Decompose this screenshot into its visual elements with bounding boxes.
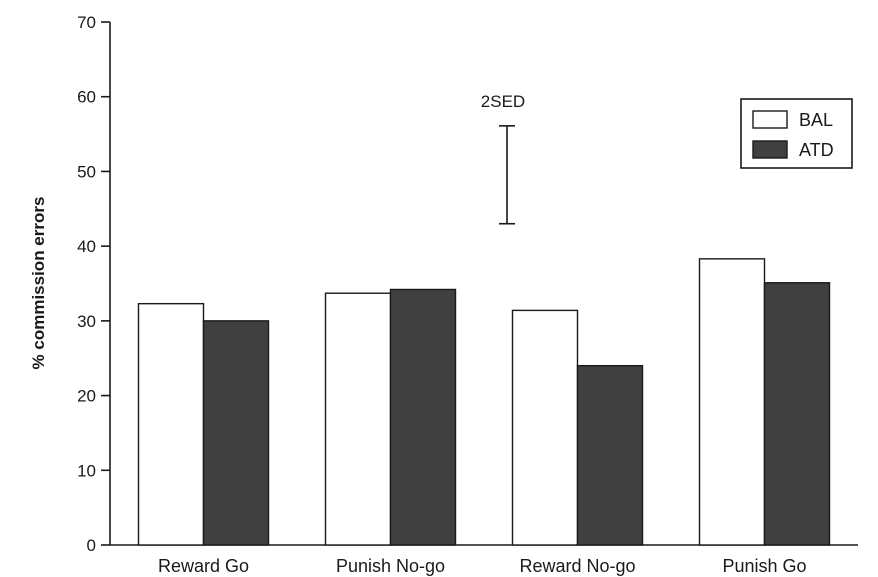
bar-bal xyxy=(698,258,766,546)
y-tick-label: 30 xyxy=(77,312,96,331)
category-label: Punish Go xyxy=(722,556,806,576)
y-axis-label: % commission errors xyxy=(29,197,48,370)
legend-swatch-bal xyxy=(752,110,788,129)
bar-bal xyxy=(137,302,205,546)
category-label: Reward No-go xyxy=(519,556,635,576)
y-tick-label: 50 xyxy=(77,162,96,181)
y-tick-label: 10 xyxy=(77,461,96,480)
y-tick-label: 40 xyxy=(77,237,96,256)
legend: BAL ATD xyxy=(740,98,853,169)
category-label: Reward Go xyxy=(158,556,249,576)
bar-atd xyxy=(202,320,270,546)
y-tick-label: 0 xyxy=(87,536,96,555)
bar-atd xyxy=(576,364,644,546)
bar-atd xyxy=(763,282,831,546)
bar-bal xyxy=(324,292,392,546)
category-labels: Reward Go Punish No-go Reward No-go Punish … xyxy=(158,556,807,576)
y-tick-label: 70 xyxy=(77,13,96,32)
y-axis: 0 10 20 30 40 50 60 70 xyxy=(77,13,111,555)
y-tick-label: 20 xyxy=(77,387,96,406)
bars xyxy=(137,258,831,546)
legend-label-bal: BAL xyxy=(799,110,833,130)
legend-label-atd: ATD xyxy=(799,140,834,160)
sed-label: 2SED xyxy=(481,92,525,111)
bar-atd xyxy=(389,288,457,546)
legend-swatch-atd xyxy=(752,140,788,159)
bar-bal xyxy=(511,309,579,546)
category-label: Punish No-go xyxy=(336,556,445,576)
y-tick-label: 60 xyxy=(77,88,96,107)
sed-annotation: 2SED xyxy=(481,92,525,225)
